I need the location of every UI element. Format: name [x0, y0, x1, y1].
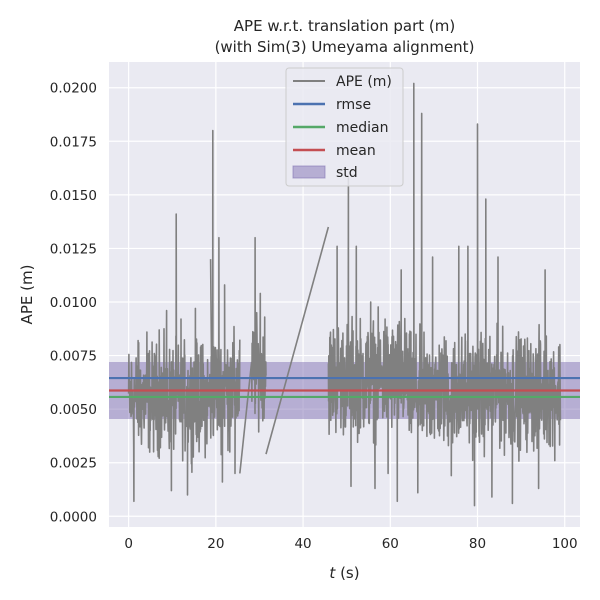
y-tick-label: 0.0025 [50, 456, 97, 472]
chart-title-line1: APE w.r.t. translation part (m) [234, 17, 455, 35]
y-tick-label: 0.0050 [50, 402, 97, 418]
x-tick-label: 0 [124, 536, 133, 552]
y-axis-title: APE (m) [18, 265, 36, 325]
legend-label-ape: APE (m) [336, 74, 392, 90]
y-tick-label: 0.0075 [50, 349, 97, 365]
legend-label-rmse: rmse [336, 97, 371, 113]
tick-labels: 0 20 40 60 80 100 0.0000 0.0025 0.0050 0.0075 0.01… [50, 81, 578, 552]
ape-trace-segment [327, 176, 409, 503]
legend: APE (m) rmse median mean std [285, 67, 404, 187]
x-tick-label: 20 [207, 536, 224, 552]
legend-label-mean: mean [336, 143, 376, 159]
x-axis-title-var: t [329, 564, 336, 582]
ape-trace-segment [209, 129, 241, 483]
y-tick-label: 0.0125 [50, 241, 97, 257]
ape-trace-segment [127, 213, 213, 503]
x-axis-title-unit: (s) [335, 564, 359, 582]
ape-gap-connector [239, 361, 253, 474]
y-tick-label: 0.0175 [50, 134, 97, 150]
legend-label-std: std [336, 165, 358, 181]
legend-frame [285, 67, 404, 187]
ape-trace-segment [250, 236, 267, 433]
chart-title-line2: (with Sim(3) Umeyama alignment) [215, 38, 475, 56]
y-tick-label: 0.0100 [50, 295, 97, 311]
x-tick-label: 60 [382, 536, 399, 552]
x-tick-label: 80 [469, 536, 486, 552]
ape-gap-connector [265, 226, 330, 455]
y-tick-label: 0.0000 [50, 509, 97, 525]
stat-lines [109, 376, 580, 399]
legend-swatch-std [292, 165, 326, 179]
x-tick-label: 40 [294, 536, 311, 552]
x-axis-title: t (s) [329, 564, 359, 582]
legend-label-median: median [336, 120, 388, 136]
y-tick-label: 0.0150 [50, 188, 97, 204]
y-tick-label: 0.0200 [50, 81, 97, 97]
x-tick-label: 100 [552, 536, 578, 552]
